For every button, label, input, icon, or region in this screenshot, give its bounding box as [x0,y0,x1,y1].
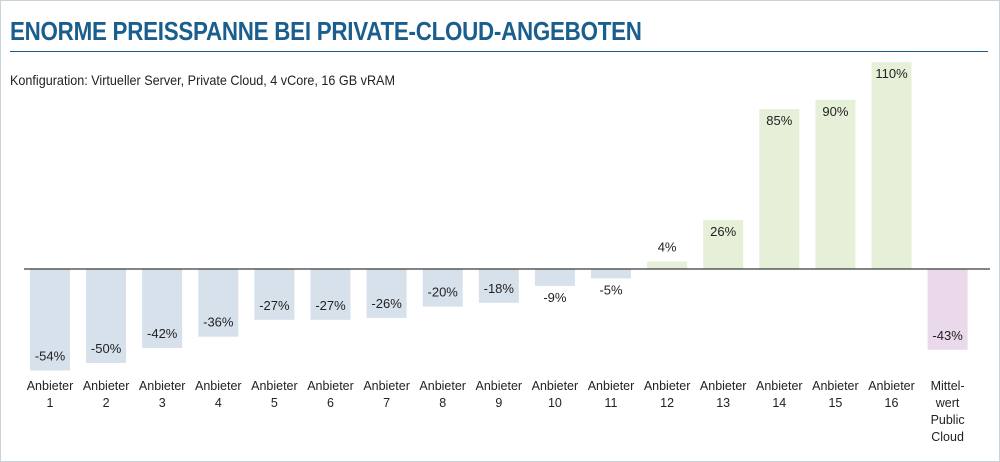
category-label: Anbieter [83,379,130,393]
category-label: 2 [103,396,110,410]
category-label: Anbieter [588,379,635,393]
category-label: Anbieter [195,379,242,393]
bars-layer [30,62,968,371]
category-label: 12 [660,396,674,410]
category-label: 5 [271,396,278,410]
category-label: Anbieter [419,379,466,393]
value-label: 4% [658,240,677,255]
chart-title: ENORME PREISSPANNE BEI PRIVATE-CLOUD-ANG… [10,16,642,46]
category-label: Mittel- [931,379,965,393]
value-label: -43% [932,328,963,343]
value-label: 85% [766,113,792,128]
category-label: Anbieter [307,379,354,393]
category-label: Anbieter [756,379,803,393]
category-label: 10 [548,396,562,410]
chart-subtitle: Konfiguration: Virtueller Server, Privat… [10,72,395,88]
category-label: 4 [215,396,222,410]
category-label: 15 [828,396,842,410]
value-label: -20% [428,285,459,300]
bar-average-public-cloud [927,269,968,350]
category-label: 11 [605,396,618,410]
category-label: Anbieter [251,379,298,393]
category-label: 3 [159,396,166,410]
category-label: 16 [885,396,899,410]
value-label: -36% [203,315,234,330]
value-label: -5% [599,282,623,297]
value-label: 110% [875,66,908,81]
category-label: Anbieter [139,379,186,393]
value-label: -27% [259,298,290,313]
value-label: -27% [315,298,346,313]
value-label: -54% [35,349,66,364]
category-label: 8 [439,396,446,410]
category-label: 1 [47,396,54,410]
value-label: 26% [710,224,736,239]
bar-anbieter-15 [815,99,856,269]
category-labels-layer: Anbieter 1 Anbieter 2 Anbieter 3 Anbieter 4 Anbi… [27,379,965,444]
value-labels-layer: -54% -50% -42% -36% -27% -27% -26% -20% -18% -9% -… [35,66,963,363]
category-label: Public [931,413,965,427]
value-label: -42% [147,326,178,341]
category-label: Anbieter [27,379,74,393]
title-divider [10,51,988,52]
bar-anbieter-8 [422,269,463,307]
bar-anbieter-4 [198,269,239,337]
bar-anbieter-14 [759,109,800,269]
bar-anbieter-6 [310,269,351,320]
category-label: 9 [495,396,502,410]
bar-anbieter-13 [703,220,744,269]
value-label: 90% [822,104,848,119]
category-label: 13 [716,396,730,410]
category-label: 14 [772,396,786,410]
bar-anbieter-7 [366,269,407,318]
bar-anbieter-5 [254,269,295,320]
bar-anbieter-12 [647,261,688,269]
bar-anbieter-16 [871,62,912,270]
bar-anbieter-1 [30,269,70,371]
value-label: -26% [371,296,402,311]
bar-anbieter-9 [478,269,519,303]
category-label: Anbieter [476,379,523,393]
bar-anbieter-2 [86,269,127,363]
bar-anbieter-11 [591,269,631,279]
category-label: Anbieter [644,379,691,393]
category-label: Anbieter [812,379,859,393]
category-label: Anbieter [868,379,915,393]
bar-anbieter-10 [534,269,575,286]
value-label: -18% [484,281,515,296]
category-label: Anbieter [363,379,410,393]
category-label: 7 [383,396,390,410]
category-label: 6 [327,396,334,410]
category-label: Cloud [931,430,964,444]
value-label: -9% [543,290,567,305]
value-label: -50% [91,341,122,356]
category-label: Anbieter [532,379,579,393]
category-label: wert [935,396,960,410]
bar-anbieter-3 [142,269,183,348]
category-label: Anbieter [700,379,747,393]
